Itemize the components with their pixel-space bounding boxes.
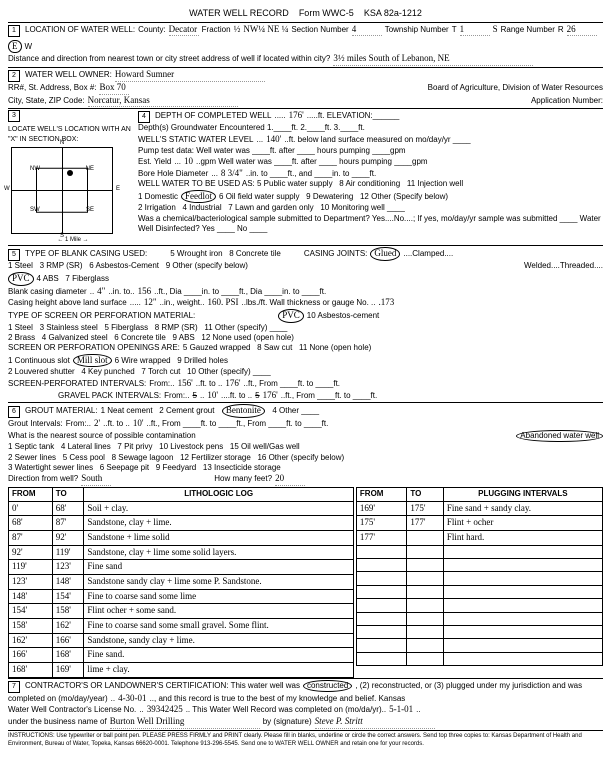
casing-type-label: TYPE OF BLANK CASING USED: [25, 249, 147, 259]
yield-label: Est. Yield [138, 157, 171, 167]
grout-label: GROUT MATERIAL: [25, 406, 98, 416]
open-label: SCREEN OR PERFORATION OPENINGS ARE: [8, 343, 180, 353]
blank-dia: 4" [97, 286, 105, 298]
depth-val: 176' [289, 110, 304, 122]
sec-1-num: 1 [8, 25, 20, 37]
grout-int-label: Grout Intervals: [8, 419, 63, 429]
county-label: County: [138, 25, 166, 35]
open-circled: Mill slot [73, 354, 112, 368]
township-label: Township Number [385, 25, 449, 35]
depth-label: DEPTH OF COMPLETED WELL [155, 111, 271, 121]
use-row2: 2 Irrigation 4 Industrial 7 Lawn and gar… [138, 203, 603, 213]
g-to: 176' [263, 390, 278, 402]
sec-6-num: 6 [8, 406, 20, 418]
owner-name: Howard Sumner [115, 69, 265, 82]
owner-box: Box 70 [99, 82, 129, 95]
sec-4-num: 4 [138, 111, 150, 123]
static-val: 140' [266, 134, 281, 146]
use-1: 1 Domestic [138, 192, 178, 202]
fraction-val: ½ [234, 24, 241, 36]
appno-label: Application Number: [531, 96, 603, 106]
pump-label: Pump test data: Well water was ____ft. a… [138, 146, 603, 156]
weight-val: 160. PSI [207, 297, 238, 309]
dist-label: Distance and direction from nearest town… [8, 54, 330, 64]
use-circled: Feedlot [181, 190, 216, 204]
casing-circled: PVC [8, 272, 34, 286]
sec-2-num: 2 [8, 70, 20, 82]
cert-compdate: 5-1-01 [389, 704, 413, 716]
contam-label: What is the nearest source of possible c… [8, 431, 196, 441]
fraction-label: Fraction [202, 25, 231, 35]
s-to1: 176' [225, 378, 240, 390]
loc-label: LOCATION OF WATER WELL: [25, 25, 135, 35]
g-from: 10' [207, 390, 218, 402]
litho-table: FROMTOLITHOLOGIC LOG 0'68'Soil + clay.68… [8, 487, 354, 678]
gw-label: Depth(s) Groundwater Encountered 1.____f… [138, 123, 603, 133]
dist-val: 3½ miles South of Lebanon, NE [333, 53, 533, 66]
joints-circled: Glued [370, 247, 400, 261]
gravel-label: GRAVEL PACK INTERVALS: [58, 391, 161, 401]
cert-license: 39342425 [147, 704, 183, 716]
screen-int-label: SCREEN-PERFORATED INTERVALS: [8, 379, 146, 389]
blank-dia-label: Blank casing diameter [8, 287, 87, 297]
feet-val: 20 [275, 473, 305, 486]
s-from1: 156' [178, 378, 193, 390]
plug-table: FROMTOPLUGGING INTERVALS 169'175'Fine sa… [356, 487, 603, 666]
gauge-val: .173 [378, 297, 394, 309]
rr-label: RR#, St. Address, Box #: [8, 83, 96, 93]
township-val: 1 [460, 24, 490, 37]
well-marker [67, 170, 73, 176]
board-label: Board of Agriculture, Division of Water … [428, 83, 603, 93]
cert-business: Burton Well Drilling [110, 716, 260, 729]
use-label: WELL WATER TO BE USED AS: 5 Public water… [138, 179, 603, 189]
instructions: INSTRUCTIONS: Use typewriter or ball poi… [8, 730, 603, 749]
section-box: NSWE NW NE SW SE [11, 147, 113, 234]
grout-to: 10' [133, 418, 144, 430]
sec-5-num: 5 [8, 249, 20, 261]
grout-circled: Bentonite [222, 404, 265, 418]
mile-label: ← 1 Mile → [8, 237, 138, 245]
section-val: 4 [352, 24, 382, 37]
yield-val: 10 [184, 156, 193, 168]
range-val: 26 [567, 24, 597, 37]
height-label: Casing height above land surface [8, 298, 127, 308]
dir-label: Direction from well? [8, 474, 78, 484]
owner-city: Norcatur, Kansas [88, 95, 238, 108]
height-val: 12" [144, 297, 157, 309]
grout-from: 2' [94, 418, 100, 430]
form-title: WATER WELL RECORD [189, 8, 289, 18]
locate-label: LOCATE WELL'S LOCATION WITH AN "X" IN SE… [8, 125, 138, 143]
sec-3-num: 3 [8, 110, 20, 122]
form-ksa: KSA 82a-1212 [364, 8, 422, 18]
bore-val: 8 3/4" [221, 168, 243, 180]
cert-sig: Steve P. Stritt [315, 716, 435, 729]
city-label: City, State, ZIP Code: [8, 96, 85, 106]
cert-label: CONTRACTOR'S OR LANDOWNER'S CERTIFICATIO… [25, 681, 300, 691]
dir-val: South [81, 473, 111, 486]
county-val: Decator [169, 24, 199, 37]
owner-label: WATER WELL OWNER: [25, 70, 112, 80]
cert-action: constructed [303, 680, 352, 692]
quarter-val: NW¼ NE ¼ [243, 24, 288, 36]
range-label: Range Number [501, 25, 555, 35]
screen-circled: PVC [278, 309, 304, 323]
use-6: 6 Oil field water supply 9 Dewatering 12… [219, 192, 448, 202]
cert-date: 4-30-01 [118, 693, 147, 705]
static-label: WELL'S STATIC WATER LEVEL [138, 135, 253, 145]
chem-label: Was a chemical/bacteriological sample su… [138, 214, 603, 235]
form-no: Form WWC-5 [299, 8, 354, 18]
contam-circled: Abandoned water well [516, 430, 603, 442]
bore-label: Bore Hole Diameter [138, 169, 208, 179]
section-label: Section Number [291, 25, 348, 35]
sec-7-num: 7 [8, 681, 20, 693]
blank-to: 156 [138, 286, 152, 298]
screen-type-label: TYPE OF SCREEN OR PERFORATION MATERIAL: [8, 311, 195, 321]
